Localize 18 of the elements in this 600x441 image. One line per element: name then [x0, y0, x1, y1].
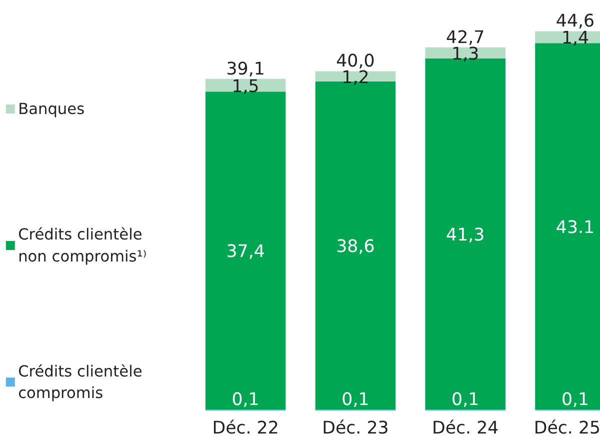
- data-label: 1,5: [232, 76, 260, 97]
- x-tick-label: Déc. 24: [432, 418, 499, 438]
- data-label: 0,1: [232, 390, 260, 410]
- x-tick-label: Déc. 22: [212, 418, 279, 438]
- legend-label: Crédits clientèle compromis: [18, 362, 142, 402]
- total-label: 42,7: [446, 28, 485, 48]
- data-label: 0,1: [342, 390, 370, 410]
- data-label: 38,6: [336, 237, 375, 258]
- legend-label: Banques: [18, 100, 85, 118]
- total-label: 39,1: [226, 59, 265, 80]
- x-tick-label: Déc. 25: [534, 418, 600, 438]
- data-label: 41,3: [446, 226, 485, 246]
- legend-label: Crédits clientèle non compromis¹⁾: [18, 226, 147, 266]
- data-label: 0,1: [452, 390, 480, 410]
- data-label: 43.1: [556, 218, 595, 238]
- x-tick-label: Déc. 23: [322, 418, 389, 438]
- data-label: 0,1: [561, 390, 590, 410]
- data-label: 37,4: [226, 242, 265, 262]
